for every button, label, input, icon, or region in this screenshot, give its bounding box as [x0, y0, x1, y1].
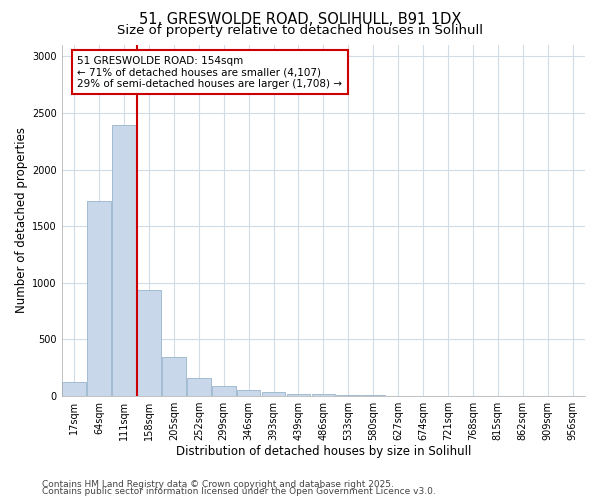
Bar	[187, 378, 211, 396]
Text: 51 GRESWOLDE ROAD: 154sqm
← 71% of detached houses are smaller (4,107)
29% of se: 51 GRESWOLDE ROAD: 154sqm ← 71% of detac…	[77, 56, 343, 88]
Bar	[287, 394, 310, 396]
Bar	[237, 390, 260, 396]
Bar	[137, 290, 161, 396]
X-axis label: Distribution of detached houses by size in Solihull: Distribution of detached houses by size …	[176, 444, 471, 458]
Text: 51, GRESWOLDE ROAD, SOLIHULL, B91 1DX: 51, GRESWOLDE ROAD, SOLIHULL, B91 1DX	[139, 12, 461, 26]
Text: Contains HM Land Registry data © Crown copyright and database right 2025.: Contains HM Land Registry data © Crown c…	[42, 480, 394, 489]
Bar	[311, 394, 335, 396]
Bar	[212, 386, 236, 396]
Bar	[361, 395, 385, 396]
Text: Contains public sector information licensed under the Open Government Licence v3: Contains public sector information licen…	[42, 487, 436, 496]
Bar	[162, 358, 186, 396]
Text: Size of property relative to detached houses in Solihull: Size of property relative to detached ho…	[117, 24, 483, 37]
Bar	[62, 382, 86, 396]
Bar	[337, 395, 360, 396]
Bar	[262, 392, 286, 396]
Bar	[112, 126, 136, 396]
Y-axis label: Number of detached properties: Number of detached properties	[15, 128, 28, 314]
Bar	[88, 201, 111, 396]
